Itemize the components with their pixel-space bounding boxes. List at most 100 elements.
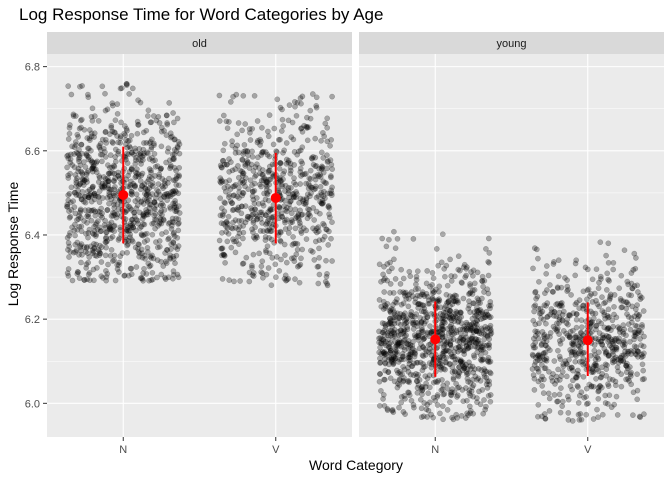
data-point <box>579 324 585 331</box>
data-point <box>96 248 102 254</box>
data-point <box>65 192 71 198</box>
data-point <box>326 228 332 235</box>
data-point <box>400 409 407 415</box>
data-point <box>77 180 83 187</box>
data-point <box>85 207 92 213</box>
data-point <box>151 150 158 157</box>
data-point <box>455 253 462 260</box>
data-point <box>562 358 569 364</box>
data-point <box>312 173 319 179</box>
data-point <box>634 396 641 403</box>
data-point <box>391 256 397 263</box>
data-point <box>104 207 110 213</box>
data-point <box>281 275 288 282</box>
data-point <box>319 164 326 171</box>
data-point <box>380 306 387 312</box>
data-point <box>108 186 114 193</box>
data-point <box>146 205 153 211</box>
data-point <box>148 167 154 174</box>
data-point <box>96 174 103 181</box>
data-point <box>128 189 135 195</box>
data-point <box>594 301 601 308</box>
data-point <box>278 128 285 134</box>
data-point <box>265 197 272 204</box>
data-point <box>112 175 118 181</box>
data-point <box>640 367 647 374</box>
data-point <box>115 237 122 243</box>
data-point <box>158 124 165 131</box>
data-point <box>249 193 256 199</box>
data-point <box>92 192 99 199</box>
data-point <box>590 416 597 422</box>
data-point <box>92 252 98 259</box>
data-point <box>85 194 92 201</box>
data-point <box>296 262 302 269</box>
data-point <box>423 348 430 355</box>
data-point <box>279 181 285 188</box>
data-point <box>140 211 146 218</box>
data-point <box>135 97 141 103</box>
data-point <box>148 201 154 208</box>
data-point <box>66 232 72 239</box>
data-point <box>564 283 571 290</box>
data-point <box>464 321 470 328</box>
data-point <box>319 197 326 204</box>
data-point <box>259 270 266 277</box>
data-point <box>290 234 296 240</box>
data-point <box>154 187 160 193</box>
data-point <box>386 236 392 243</box>
data-point <box>91 223 97 230</box>
data-point <box>139 254 146 261</box>
data-point <box>109 164 115 171</box>
data-point <box>84 169 90 176</box>
data-point <box>261 175 268 181</box>
data-point <box>170 155 177 161</box>
data-point <box>129 222 135 228</box>
data-point <box>316 237 323 243</box>
data-point <box>123 141 129 147</box>
data-point <box>264 220 270 227</box>
data-point <box>105 182 111 188</box>
data-point <box>639 376 646 383</box>
data-point <box>607 291 614 298</box>
data-point <box>90 165 96 171</box>
data-point <box>536 278 542 285</box>
data-point <box>240 180 246 186</box>
data-point <box>468 388 475 395</box>
data-point <box>320 129 326 136</box>
data-point <box>475 365 482 372</box>
data-point <box>171 229 177 236</box>
data-point <box>298 125 304 132</box>
data-point <box>102 107 109 114</box>
data-point <box>544 333 551 340</box>
data-point <box>387 375 394 382</box>
data-point <box>172 260 178 267</box>
data-point <box>69 277 76 284</box>
data-point <box>84 135 91 141</box>
data-point <box>115 206 122 213</box>
data-point <box>81 276 87 283</box>
data-point <box>125 183 131 190</box>
data-point <box>176 141 183 147</box>
data-point <box>167 256 174 262</box>
data-point <box>242 219 249 226</box>
data-point <box>167 193 174 200</box>
data-point <box>72 221 78 228</box>
facet-strip <box>47 32 352 54</box>
data-point <box>133 191 140 198</box>
data-point <box>79 83 85 89</box>
data-point <box>143 211 150 218</box>
data-point <box>239 192 245 199</box>
data-point <box>230 192 237 199</box>
data-point <box>69 162 75 168</box>
data-point <box>260 228 267 234</box>
data-point <box>277 238 284 245</box>
data-point <box>224 238 231 245</box>
data-point <box>162 191 168 198</box>
data-point <box>75 182 82 189</box>
data-point <box>83 230 89 237</box>
data-point <box>110 102 116 109</box>
data-point <box>236 184 242 191</box>
data-point <box>124 249 130 256</box>
